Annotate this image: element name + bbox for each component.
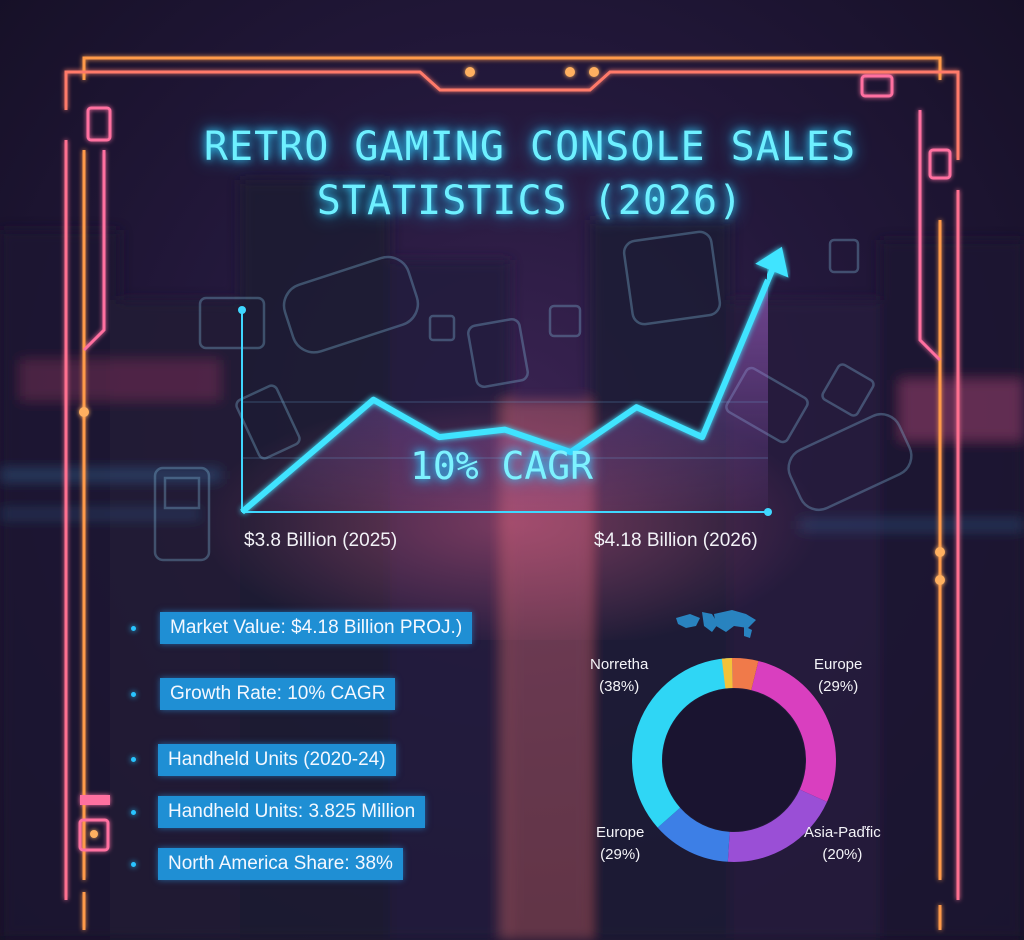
bullet-dot (131, 810, 136, 815)
donut-slice-accent (721, 658, 733, 689)
donut-slice-accent (731, 657, 759, 691)
pie-label-percent: (38%) (599, 678, 640, 695)
series-area (242, 279, 768, 512)
axis-end-dot (238, 306, 246, 314)
axis-end-dot (764, 508, 772, 516)
series-line (240, 278, 771, 515)
pie-label-name: Asia-Paďfic (804, 824, 881, 841)
donut-slice (631, 658, 734, 828)
donut-hole (663, 689, 805, 831)
cagr-annotation: 10% CAGR (410, 444, 594, 488)
pie-label-top-left: Norretha (38%) (590, 654, 648, 698)
donut-slice (657, 807, 730, 862)
bullet-dot (131, 692, 136, 697)
stat-handheld-units-period: Handheld Units (2020-24) (158, 744, 396, 776)
page-title: RETRO GAMING CONSOLE SALES STATISTICS (2… (0, 120, 1024, 228)
bullet-dot (131, 626, 136, 631)
stat-growth-rate: Growth Rate: 10% CAGR (160, 678, 396, 710)
world-map-icon (676, 610, 756, 638)
pie-label-name: Europe (814, 656, 863, 673)
pie-label-name: Norretha (590, 656, 649, 673)
title-line-2: STATISTICS (2026) (316, 178, 744, 224)
bullet-dot (131, 757, 136, 762)
x-label-start: $3.8 Billion (2025) (244, 530, 398, 551)
donut-slice (727, 789, 828, 862)
stat-north-america-share: North America Share: 38% (158, 848, 403, 880)
stat-handheld-units: Handheld Units: 3.825 Million (158, 796, 426, 828)
pie-label-name: Europe (596, 824, 645, 841)
pie-label-top-right: Europe (29%) (814, 654, 862, 698)
pie-label-bottom-right: Asia-Paďfic (20%) (804, 822, 881, 866)
stat-market-value: Market Value: $4.18 Billion PROJ.) (160, 612, 473, 644)
pie-label-percent: (29%) (600, 846, 641, 863)
donut-slice (751, 660, 836, 802)
donut-chart (631, 657, 836, 862)
pie-label-percent: (29%) (818, 678, 859, 695)
bullet-dot (131, 862, 136, 867)
pie-label-percent: (20%) (822, 846, 863, 863)
line-chart (238, 246, 789, 516)
x-label-end: $4.18 Billion (2026) (594, 530, 758, 551)
pie-label-bottom-left: Europe (29%) (596, 822, 644, 866)
title-line-1: RETRO GAMING CONSOLE SALES (203, 124, 857, 170)
arrow-head (755, 246, 789, 278)
